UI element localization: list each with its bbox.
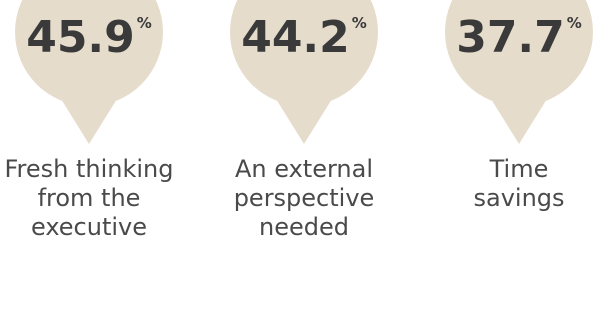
bubble-pointer	[275, 98, 333, 144]
value-label: 45.9%	[26, 12, 152, 63]
category-label-line: needed	[259, 213, 349, 241]
value-number: 44.2	[241, 12, 350, 63]
bubble-circle	[230, 0, 378, 106]
category-label-line: Fresh thinking	[4, 155, 173, 183]
value-number: 37.7	[456, 12, 565, 63]
value-label: 44.2%	[241, 12, 367, 63]
value-unit: %	[352, 14, 367, 32]
values-layer: 45.9% 44.2% 37.7%	[26, 12, 582, 63]
value-number: 45.9	[26, 12, 135, 63]
stat-bubble-item-1	[15, 0, 163, 144]
stat-bubble-item-2	[230, 0, 378, 144]
category-label: An external perspective needed	[234, 155, 375, 241]
bubble-circle	[445, 0, 593, 106]
category-label-line: An external	[235, 155, 373, 183]
category-label-line: Time	[489, 155, 549, 183]
bubble-circle	[15, 0, 163, 106]
category-label-line: perspective	[234, 184, 375, 212]
bubble-pointer	[60, 98, 118, 144]
category-label-line: savings	[473, 184, 564, 212]
value-unit: %	[137, 14, 152, 32]
category-label-line: executive	[31, 213, 147, 241]
category-label: Time savings	[473, 155, 564, 212]
category-label: Fresh thinking from the executive	[4, 155, 173, 241]
bubble-pointer	[490, 98, 548, 144]
bubbles-layer	[15, 0, 593, 144]
value-label: 37.7%	[456, 12, 582, 63]
value-unit: %	[567, 14, 582, 32]
category-label-line: from the	[38, 184, 141, 212]
labels-layer: Fresh thinking from the executive An extern…	[4, 155, 564, 241]
stat-bubble-item-3	[445, 0, 593, 144]
